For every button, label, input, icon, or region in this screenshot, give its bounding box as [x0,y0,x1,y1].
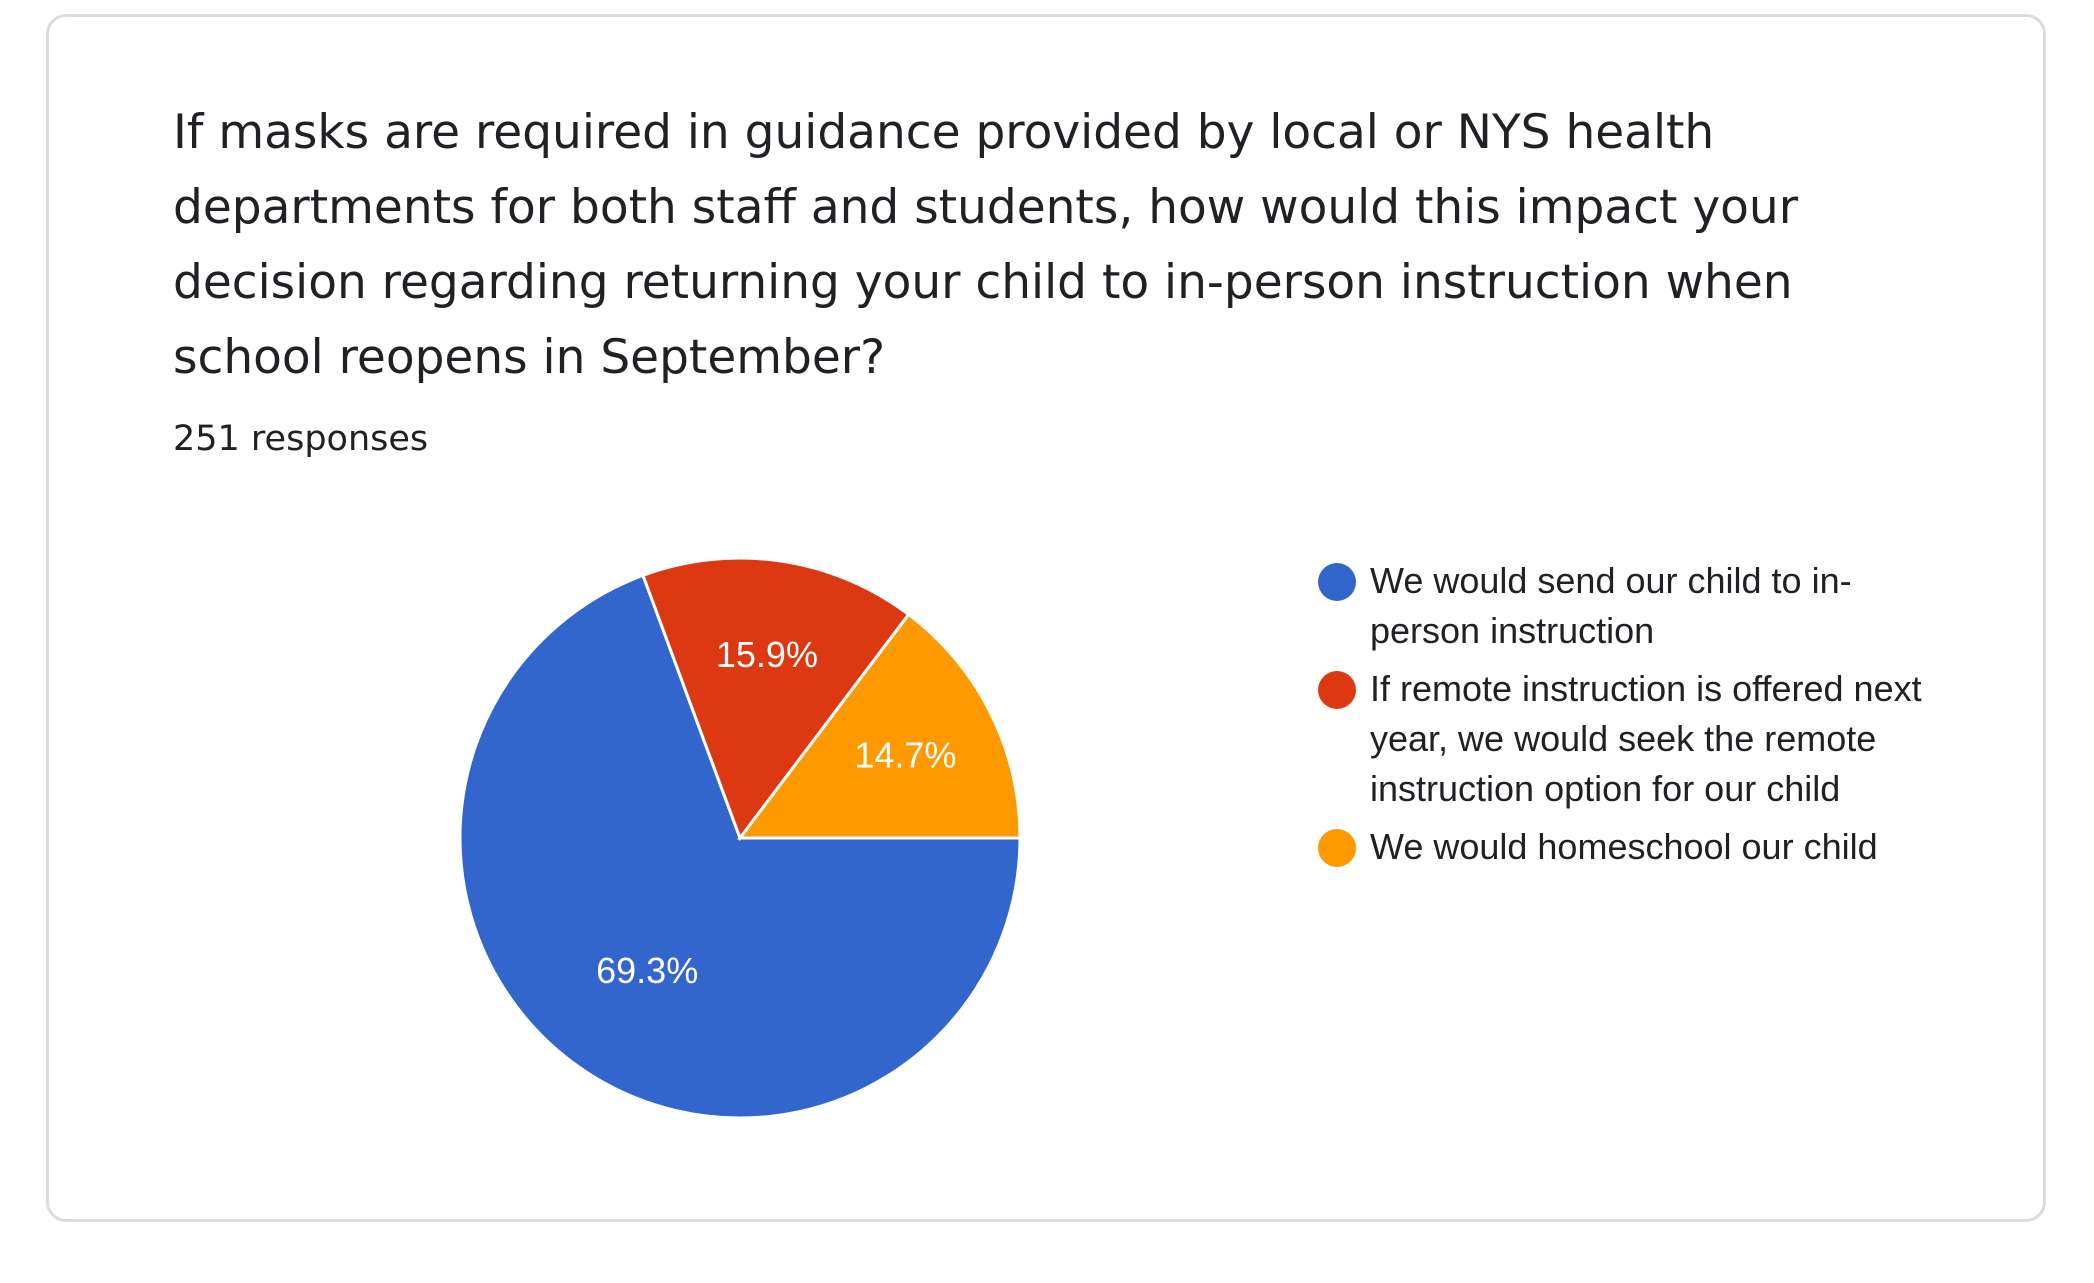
legend-item-in-person[interactable]: We would send our child to in-person ins… [1318,556,1938,656]
legend-swatch-remote [1318,671,1356,709]
pie-slice-homeschool[interactable] [736,612,1022,840]
pie-slice-remote[interactable] [641,556,911,842]
question-title: If masks are required in guidance provid… [173,105,1799,385]
legend-item-remote[interactable]: If remote instruction is offered next ye… [1318,664,1938,814]
pie-label-remote: 15.9% [716,634,818,675]
legend: We would send our child to in-person ins… [1318,556,1938,880]
legend-label-homeschool: We would homeschool our child [1370,826,1878,867]
legend-label-remote: If remote instruction is offered next ye… [1370,668,1922,809]
legend-item-homeschool[interactable]: We would homeschool our child [1318,822,1938,872]
pie-label-in-person: 69.3% [596,950,698,991]
response-count: 251 responses [173,419,429,459]
legend-swatch-in-person [1318,563,1356,601]
legend-label-in-person: We would send our child to in-person ins… [1370,560,1852,651]
pie-label-homeschool: 14.7% [854,735,956,776]
pie-slice-in-person[interactable] [458,573,1022,1120]
legend-swatch-homeschool [1318,829,1356,867]
chart-card: If masks are required in guidance provid… [46,14,2046,1222]
